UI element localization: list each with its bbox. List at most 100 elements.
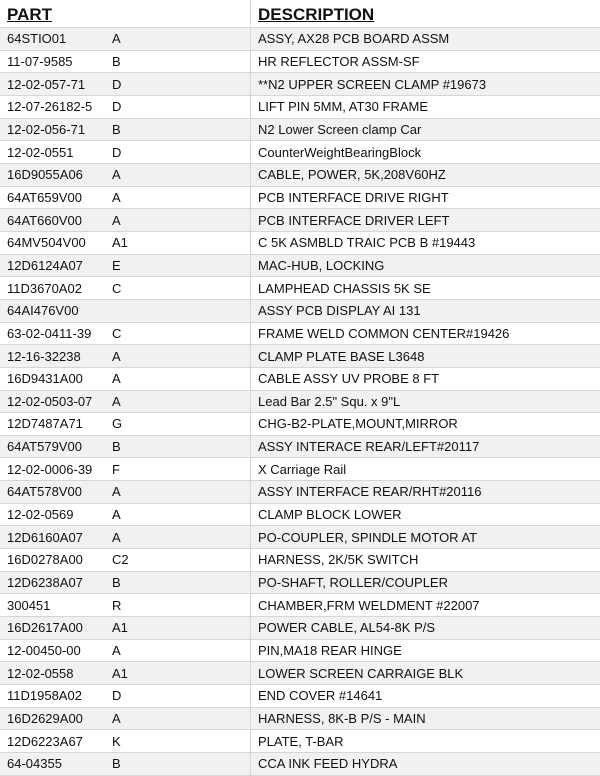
part-cell: 64AT578V00 A xyxy=(0,481,251,503)
table-row: 12-02-0503-07 A Lead Bar 2.5" Squ. x 9"L xyxy=(0,390,600,414)
header-part: PART xyxy=(0,0,251,25)
description-cell: ASSY INTERFACE REAR/RHT#20116 xyxy=(258,484,482,500)
revision: B xyxy=(112,53,121,69)
description-cell: HARNESS, 8K-B P/S - MAIN xyxy=(258,711,426,727)
part-cell: 12-02-0569 A xyxy=(0,503,251,526)
part-number: 11D3670A02 xyxy=(7,280,82,296)
revision: A1 xyxy=(112,665,128,681)
description-cell: HR REFLECTOR ASSM-SF xyxy=(258,53,420,69)
part-cell: 12-02-0503-07 A xyxy=(0,390,251,413)
part-number: 12-02-0006-39 xyxy=(7,461,93,477)
table-row: 16D9055A06 A CABLE, POWER, 5K,208V60HZ xyxy=(0,163,600,187)
part-number: 16D0278A00 xyxy=(7,552,83,568)
revision: A xyxy=(112,212,121,228)
description-cell: **N2 UPPER SCREEN CLAMP #19673 xyxy=(258,76,487,92)
part-cell: 11-07-9585 B xyxy=(0,50,251,73)
revision: A1 xyxy=(112,620,128,636)
part-number: 12D7487A71 xyxy=(7,416,83,432)
description-cell: PLATE, T-BAR xyxy=(258,733,344,749)
part-cell: 12D6238A07 B xyxy=(0,571,251,594)
part-cell: 64AT660V00 A xyxy=(0,209,251,231)
part-number: 12D6223A67 xyxy=(7,733,83,749)
revision: A xyxy=(112,529,121,545)
description-cell: LOWER SCREEN CARRAIGE BLK xyxy=(258,665,464,681)
part-cell: 12-02-056-71 B xyxy=(0,118,251,141)
table-row: 64AT579V00 B ASSY INTERACE REAR/LEFT#20117 xyxy=(0,435,600,459)
part-cell: 300451 R xyxy=(0,594,251,617)
part-number: 12-00450-00 xyxy=(7,643,81,659)
revision: D xyxy=(112,688,122,704)
revision: F xyxy=(112,461,120,477)
table-row: 12D6223A67 K PLATE, T-BAR xyxy=(0,730,600,753)
table-row: 12-16-32238 A CLAMP PLATE BASE L3648 xyxy=(0,345,600,368)
part-number: 11-07-9585 xyxy=(7,53,73,69)
table-row: 12-02-056-71 B N2 Lower Screen clamp Car xyxy=(0,118,600,142)
part-number: 12-16-32238 xyxy=(7,348,81,364)
revision: D xyxy=(112,99,122,115)
part-number: 64AT578V00 xyxy=(7,484,82,500)
description-cell: END COVER #14641 xyxy=(258,688,383,704)
description-cell: CHG-B2-PLATE,MOUNT,MIRROR xyxy=(258,416,458,432)
part-cell: 12-02-057-71 D xyxy=(0,73,251,95)
description-cell: CHAMBER,FRM WELDMENT #22007 xyxy=(258,597,480,613)
part-number: 64MV504V00 xyxy=(7,235,86,251)
table-row: 64STIO01 A ASSY, AX28 PCB BOARD ASSM xyxy=(0,28,600,51)
table-header: PART DESCRIPTION xyxy=(0,0,600,28)
description-cell: CABLE, POWER, 5K,208V60HZ xyxy=(258,167,446,183)
part-number: 64AT659V00 xyxy=(7,189,82,205)
table-row: 64AT660V00 A PCB INTERFACE DRIVER LEFT xyxy=(0,209,600,232)
table-row: 12D6238A07 B PO-SHAFT, ROLLER/COUPLER xyxy=(0,571,600,595)
description-cell: LAMPHEAD CHASSIS 5K SE xyxy=(258,280,431,296)
part-cell: 64AT659V00 A xyxy=(0,186,251,209)
description-cell: N2 Lower Screen clamp Car xyxy=(258,121,422,137)
description-cell: FRAME WELD COMMON CENTER#19426 xyxy=(258,325,510,341)
revision: A xyxy=(112,189,121,205)
table-row: 64AT578V00 A ASSY INTERFACE REAR/RHT#20116 xyxy=(0,481,600,504)
revision: A xyxy=(112,371,121,387)
part-number: 16D2629A00 xyxy=(7,711,83,727)
part-number: 12D6238A07 xyxy=(7,575,83,591)
description-cell: HARNESS, 2K/5K SWITCH xyxy=(258,552,419,568)
table-row: 12D6160A07 A PO-COUPLER, SPINDLE MOTOR AT xyxy=(0,526,600,550)
part-cell: 63-02-0411-39 C xyxy=(0,322,251,345)
part-cell: 64AT579V00 B xyxy=(0,435,251,458)
description-cell: PO-COUPLER, SPINDLE MOTOR AT xyxy=(258,529,478,545)
revision: A xyxy=(112,31,121,47)
description-cell: CABLE ASSY UV PROBE 8 FT xyxy=(258,371,440,387)
part-cell: 12-02-0006-39 F xyxy=(0,458,251,481)
description-cell: ASSY PCB DISPLAY AI 131 xyxy=(258,303,421,319)
table-row: 64-04355 B CCA INK FEED HYDRA xyxy=(0,753,600,776)
table-row: 12-02-0551 D CounterWeightBearingBlock xyxy=(0,141,600,164)
table-row: 63-02-0411-39 C FRAME WELD COMMON CENTER#1… xyxy=(0,322,600,346)
description-cell: PO-SHAFT, ROLLER/COUPLER xyxy=(258,575,448,591)
part-cell: 11D1958A02 D xyxy=(0,685,251,707)
revision: A xyxy=(112,643,121,659)
revision: R xyxy=(112,597,122,613)
table-row: 64MV504V00 A1 C 5K ASMBLD TRAIC PCB B #194… xyxy=(0,231,600,255)
table-row: 11D1958A02 D END COVER #14641 xyxy=(0,685,600,708)
revision: C xyxy=(112,325,122,341)
part-number: 12-02-0569 xyxy=(7,507,74,523)
part-number: 12D6160A07 xyxy=(7,529,83,545)
part-cell: 16D9055A06 A xyxy=(0,163,251,186)
part-number: 64AT660V00 xyxy=(7,212,82,228)
part-number: 16D9431A00 xyxy=(7,371,83,387)
table-row: 12-00450-00 A PIN,MA18 REAR HINGE xyxy=(0,639,600,663)
part-number: 16D9055A06 xyxy=(7,167,83,183)
revision: E xyxy=(112,257,121,273)
part-number: 12-07-26182-5 xyxy=(7,99,93,115)
revision: C xyxy=(112,280,122,296)
table-row: 11D3670A02 C LAMPHEAD CHASSIS 5K SE xyxy=(0,277,600,300)
table-row: 12-02-0558 A1 LOWER SCREEN CARRAIGE BLK xyxy=(0,662,600,686)
table-row: 16D2629A00 A HARNESS, 8K-B P/S - MAIN xyxy=(0,707,600,731)
part-cell: 12D6124A07 E xyxy=(0,254,251,277)
part-cell: 12-16-32238 A xyxy=(0,345,251,367)
part-cell: 16D9431A00 A xyxy=(0,367,251,390)
part-cell: 12D7487A71 G xyxy=(0,413,251,435)
revision: D xyxy=(112,144,122,160)
description-cell: C 5K ASMBLD TRAIC PCB B #19443 xyxy=(258,235,476,251)
table-row: 300451 R CHAMBER,FRM WELDMENT #22007 xyxy=(0,594,600,618)
table-row: 16D0278A00 C2 HARNESS, 2K/5K SWITCH xyxy=(0,549,600,572)
table-row: 12-02-057-71 D **N2 UPPER SCREEN CLAMP #19… xyxy=(0,73,600,96)
revision: B xyxy=(112,439,121,455)
